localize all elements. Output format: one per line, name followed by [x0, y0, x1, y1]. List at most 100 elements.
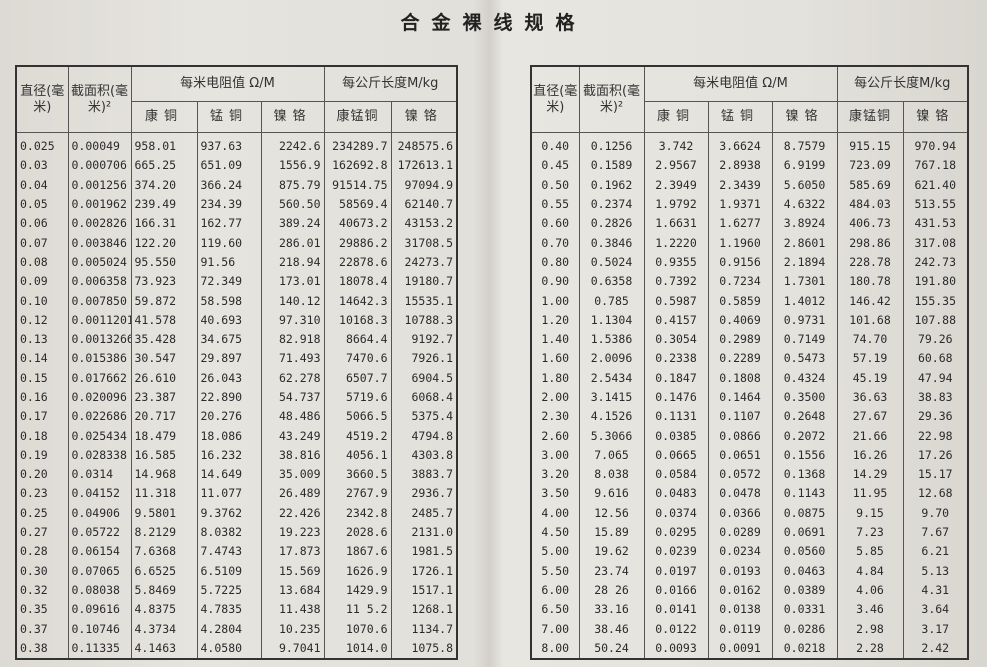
cell-length-kangmengtong: 406.73: [836, 214, 904, 234]
cell-resistance-mengtong: 651.09: [196, 156, 262, 176]
table-row: 0.25 0.04906 9.5801 9.3762 22.426 2342.8 2485.…: [15, 503, 458, 523]
cell-diameter: 0.20: [15, 465, 69, 485]
cell-diameter: 2.30: [530, 407, 580, 427]
cell-resistance-kangtong: 5.8469: [130, 580, 198, 601]
cell-length-niege: 621.40: [902, 175, 969, 195]
cell-length-niege: 2131.0: [390, 522, 458, 543]
cell-resistance-niege: 286.01: [260, 233, 325, 253]
table-row: 1.00 0.785 0.5987 0.5859 1.4012 146.42 155.35: [530, 291, 969, 311]
cell-length-niege: 107.88: [902, 310, 969, 330]
table-row: 1.20 1.1304 0.4157 0.4069 0.9731 101.68 107.88: [530, 310, 969, 330]
cell-resistance-niege: 9.7041: [260, 638, 325, 660]
cell-diameter: 0.38: [15, 638, 69, 660]
table-row: 0.08 0.005024 95.550 91.56 218.94 22878.6 2427…: [15, 252, 458, 273]
cell-resistance-kangtong: 26.610: [130, 368, 198, 388]
cell-resistance-mengtong: 119.60: [196, 233, 262, 253]
cell-resistance-kangtong: 4.3734: [130, 619, 198, 639]
cell-resistance-kangtong: 665.25: [130, 156, 198, 176]
cell-resistance-kangtong: 0.0295: [643, 522, 709, 543]
cell-resistance-mengtong: 11.077: [196, 484, 262, 504]
cell-length-niege: 12.68: [902, 484, 969, 504]
table-row: 0.90 0.6358 0.7392 0.7234 1.7301 180.78 191.80: [530, 272, 969, 292]
cell-resistance-mengtong: 0.0193: [707, 561, 773, 581]
cell-diameter: 4.00: [530, 503, 580, 523]
cell-length-kangmengtong: 8664.4: [323, 329, 392, 350]
cell-diameter: 4.50: [530, 522, 580, 543]
cell-resistance-mengtong: 14.649: [196, 465, 262, 485]
cell-resistance-kangtong: 0.0584: [643, 465, 709, 485]
cell-length-kangmengtong: 18078.4: [323, 272, 392, 292]
cell-resistance-mengtong: 0.2989: [707, 329, 773, 350]
cell-area: 15.89: [578, 522, 645, 543]
cell-length-kangmengtong: 7470.6: [323, 349, 392, 369]
cell-length-niege: 24273.7: [390, 252, 458, 273]
cell-area: 0.09616: [67, 600, 132, 620]
table-row: 0.80 0.5024 0.9355 0.9156 2.1894 228.78 242.73: [530, 252, 969, 273]
cell-length-kangmengtong: 16.26: [836, 445, 904, 466]
cell-resistance-niege: 54.737: [260, 387, 325, 408]
cell-diameter: 0.50: [530, 175, 580, 195]
cell-diameter: 0.14: [15, 349, 69, 369]
cell-resistance-niege: 38.816: [260, 445, 325, 466]
cell-resistance-niege: 0.5473: [771, 349, 838, 369]
cell-diameter: 0.60: [530, 214, 580, 234]
cell-length-kangmengtong: 11 5.2: [323, 600, 392, 620]
cell-area: 0.04152: [67, 484, 132, 504]
cell-resistance-niege: 0.1368: [771, 465, 838, 485]
cell-length-kangmengtong: 2.28: [836, 638, 904, 660]
cell-diameter: 0.13: [15, 329, 69, 350]
cell-diameter: 0.15: [15, 368, 69, 388]
cell-length-niege: 15.17: [902, 465, 969, 485]
cell-diameter: 0.18: [15, 426, 69, 446]
table-row: 1.40 1.5386 0.3054 0.2989 0.7149 74.70 79.26: [530, 329, 969, 350]
cell-length-kangmengtong: 1429.9: [323, 580, 392, 601]
cell-length-kangmengtong: 14642.3: [323, 291, 392, 311]
cell-resistance-kangtong: 8.2129: [130, 522, 198, 543]
table-row: 0.12 0.0011201 41.578 40.693 97.310 10168.3 10…: [15, 310, 458, 330]
cell-resistance-kangtong: 0.1131: [643, 407, 709, 427]
table-row: 0.16 0.020096 23.387 22.890 54.737 5719.6 6068…: [15, 387, 458, 408]
cell-resistance-kangtong: 23.387: [130, 387, 198, 408]
cell-resistance-niege: 10.235: [260, 619, 325, 639]
cell-resistance-kangtong: 2.9567: [643, 156, 709, 176]
cell-length-kangmengtong: 27.67: [836, 407, 904, 427]
cell-diameter: 0.23: [15, 484, 69, 504]
cell-resistance-niege: 2.1894: [771, 252, 838, 273]
cell-resistance-niege: 0.1556: [771, 445, 838, 466]
cell-length-kangmengtong: 101.68: [836, 310, 904, 330]
cell-resistance-mengtong: 234.39: [196, 194, 262, 215]
cell-length-kangmengtong: 5.85: [836, 542, 904, 562]
cell-area: 1.1304: [578, 310, 645, 330]
cell-area: 0.04906: [67, 503, 132, 523]
cell-resistance-mengtong: 0.0234: [707, 542, 773, 562]
cell-resistance-mengtong: 16.232: [196, 445, 262, 466]
cell-length-kangmengtong: 10168.3: [323, 310, 392, 330]
cell-diameter: 0.45: [530, 156, 580, 176]
cell-length-niege: 62140.7: [390, 194, 458, 215]
cell-resistance-kangtong: 1.9792: [643, 194, 709, 215]
cell-resistance-mengtong: 6.5109: [196, 561, 262, 581]
cell-resistance-niege: 8.7579: [771, 132, 838, 157]
cell-area: 50.24: [578, 638, 645, 660]
cell-length-niege: 1726.1: [390, 561, 458, 581]
page-title: 合金裸线规格: [400, 12, 587, 34]
cell-resistance-mengtong: 0.5859: [707, 291, 773, 311]
cell-area: 3.1415: [578, 387, 645, 408]
cell-area: 19.62: [578, 542, 645, 562]
header-niege-length: 镍铬: [902, 101, 969, 133]
cell-length-niege: 97094.9: [390, 175, 458, 195]
cell-resistance-kangtong: 1.6631: [643, 214, 709, 234]
wire-spec-table-left: 直径(毫米) 截面积(毫米)² 每米电阻值 Ω/M 每公斤长度M/kg 康铜 锰…: [15, 65, 459, 661]
cell-area: 33.16: [578, 600, 645, 620]
cell-length-niege: 15535.1: [390, 291, 458, 311]
cell-area: 0.000706: [67, 156, 132, 176]
cell-length-niege: 2.42: [902, 638, 969, 660]
cell-diameter: 0.35: [15, 600, 69, 620]
table-row: 6.00 28 26 0.0166 0.0162 0.0389 4.06 4.31: [530, 580, 969, 601]
cell-resistance-niege: 0.4324: [771, 368, 838, 388]
cell-length-kangmengtong: 2342.8: [323, 503, 392, 523]
cell-area: 0.0011201: [67, 310, 132, 330]
header-resistance-group: 每米电阻值 Ω/M: [130, 65, 325, 102]
cell-resistance-niege: 140.12: [260, 291, 325, 311]
cell-area: 4.1526: [578, 407, 645, 427]
